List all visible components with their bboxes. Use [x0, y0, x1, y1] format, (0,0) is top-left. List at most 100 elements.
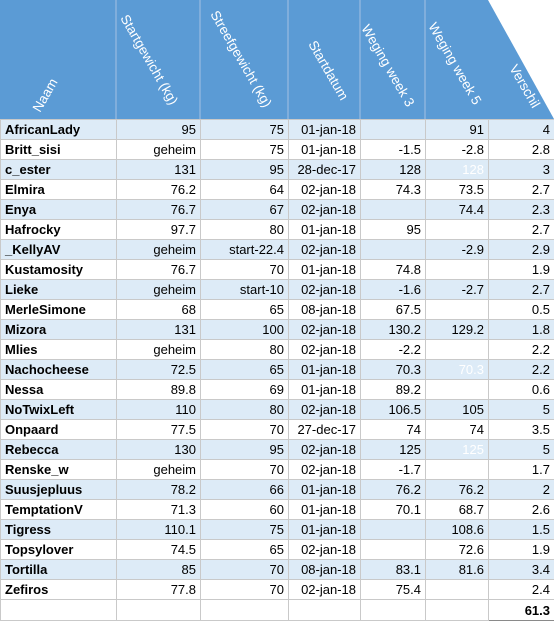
cell-streefgewicht[interactable]: 100 — [201, 320, 289, 340]
cell-weging-week-5[interactable] — [426, 300, 489, 320]
cell-startgewicht[interactable]: 110.1 — [117, 520, 201, 540]
cell-streefgewicht[interactable]: 65 — [201, 300, 289, 320]
cell-empty[interactable] — [426, 600, 489, 621]
cell-naam[interactable]: Suusjepluus — [1, 480, 117, 500]
cell-naam[interactable]: Kustamosity — [1, 260, 117, 280]
cell-startgewicht[interactable]: 68 — [117, 300, 201, 320]
cell-naam[interactable]: c_ester — [1, 160, 117, 180]
cell-verschil[interactable]: 1.9 — [489, 540, 554, 560]
cell-startgewicht[interactable]: geheim — [117, 340, 201, 360]
cell-weging-week-5[interactable] — [426, 220, 489, 240]
cell-verschil[interactable]: 1.7 — [489, 460, 554, 480]
cell-weging-week-5[interactable]: -2.8 — [426, 140, 489, 160]
cell-naam[interactable]: Renske_w — [1, 460, 117, 480]
cell-verschil[interactable]: 2.6 — [489, 500, 554, 520]
cell-verschil[interactable]: 0.6 — [489, 380, 554, 400]
cell-startdatum[interactable]: 01-jan-18 — [289, 480, 361, 500]
cell-startgewicht[interactable]: 131 — [117, 160, 201, 180]
cell-verschil[interactable]: 2.2 — [489, 360, 554, 380]
cell-verschil[interactable]: 5 — [489, 440, 554, 460]
cell-weging-week-3[interactable]: -1.7 — [361, 460, 426, 480]
cell-weging-week-3[interactable]: -1.5 — [361, 140, 426, 160]
cell-verschil[interactable]: 2.7 — [489, 280, 554, 300]
cell-streefgewicht[interactable]: start-22.4 — [201, 240, 289, 260]
cell-streefgewicht[interactable]: 75 — [201, 120, 289, 140]
cell-total-verschil[interactable]: 61.3 — [489, 600, 554, 621]
cell-weging-week-5[interactable]: 74.4 — [426, 200, 489, 220]
cell-weging-week-5[interactable]: 72.6 — [426, 540, 489, 560]
cell-startdatum[interactable]: 02-jan-18 — [289, 540, 361, 560]
cell-naam[interactable]: Elmira — [1, 180, 117, 200]
cell-startdatum[interactable]: 01-jan-18 — [289, 140, 361, 160]
cell-verschil[interactable]: 2.8 — [489, 140, 554, 160]
cell-verschil[interactable]: 4 — [489, 120, 554, 140]
cell-naam[interactable]: Mizora — [1, 320, 117, 340]
cell-weging-week-5[interactable] — [426, 380, 489, 400]
cell-weging-week-3[interactable]: 106.5 — [361, 400, 426, 420]
cell-weging-week-3[interactable] — [361, 540, 426, 560]
cell-startdatum[interactable]: 02-jan-18 — [289, 580, 361, 600]
cell-startdatum[interactable]: 28-dec-17 — [289, 160, 361, 180]
cell-weging-week-3[interactable]: 75.4 — [361, 580, 426, 600]
cell-startdatum[interactable]: 02-jan-18 — [289, 460, 361, 480]
cell-startdatum[interactable]: 01-jan-18 — [289, 520, 361, 540]
cell-streefgewicht[interactable]: 69 — [201, 380, 289, 400]
cell-verschil[interactable]: 1.8 — [489, 320, 554, 340]
cell-weging-week-5[interactable]: 91 — [426, 120, 489, 140]
cell-verschil[interactable]: 2.9 — [489, 240, 554, 260]
cell-weging-week-5[interactable]: 128 — [426, 160, 489, 180]
cell-startgewicht[interactable]: 95 — [117, 120, 201, 140]
cell-naam[interactable]: Onpaard — [1, 420, 117, 440]
cell-streefgewicht[interactable]: 67 — [201, 200, 289, 220]
cell-verschil[interactable]: 1.5 — [489, 520, 554, 540]
cell-streefgewicht[interactable]: 70 — [201, 460, 289, 480]
cell-naam[interactable]: MerleSimone — [1, 300, 117, 320]
cell-naam[interactable]: Hafrocky — [1, 220, 117, 240]
cell-naam[interactable]: Rebecca — [1, 440, 117, 460]
cell-naam[interactable]: Nachocheese — [1, 360, 117, 380]
cell-naam[interactable]: AfricanLady — [1, 120, 117, 140]
cell-weging-week-5[interactable]: 125 — [426, 440, 489, 460]
cell-streefgewicht[interactable]: 70 — [201, 260, 289, 280]
cell-startgewicht[interactable]: 89.8 — [117, 380, 201, 400]
cell-startdatum[interactable]: 02-jan-18 — [289, 400, 361, 420]
cell-streefgewicht[interactable]: 95 — [201, 160, 289, 180]
cell-weging-week-3[interactable]: 130.2 — [361, 320, 426, 340]
cell-streefgewicht[interactable]: 70 — [201, 420, 289, 440]
cell-weging-week-3[interactable]: 74.8 — [361, 260, 426, 280]
cell-empty[interactable] — [361, 600, 426, 621]
cell-naam[interactable]: Nessa — [1, 380, 117, 400]
cell-startdatum[interactable]: 27-dec-17 — [289, 420, 361, 440]
cell-startdatum[interactable]: 02-jan-18 — [289, 320, 361, 340]
cell-startdatum[interactable]: 01-jan-18 — [289, 260, 361, 280]
cell-startdatum[interactable]: 01-jan-18 — [289, 500, 361, 520]
cell-startdatum[interactable]: 08-jan-18 — [289, 560, 361, 580]
cell-verschil[interactable]: 2.7 — [489, 220, 554, 240]
cell-startgewicht[interactable]: 76.7 — [117, 200, 201, 220]
cell-startdatum[interactable]: 02-jan-18 — [289, 440, 361, 460]
cell-startdatum[interactable]: 02-jan-18 — [289, 200, 361, 220]
cell-verschil[interactable]: 2.4 — [489, 580, 554, 600]
cell-naam[interactable]: _KellyAV — [1, 240, 117, 260]
cell-startgewicht[interactable]: 78.2 — [117, 480, 201, 500]
cell-verschil[interactable]: 5 — [489, 400, 554, 420]
cell-empty[interactable] — [289, 600, 361, 621]
cell-weging-week-3[interactable]: 74 — [361, 420, 426, 440]
cell-weging-week-3[interactable] — [361, 240, 426, 260]
cell-naam[interactable]: Britt_sisi — [1, 140, 117, 160]
cell-naam[interactable]: Enya — [1, 200, 117, 220]
cell-naam[interactable]: Topsylover — [1, 540, 117, 560]
cell-naam[interactable]: Mlies — [1, 340, 117, 360]
cell-empty[interactable] — [117, 600, 201, 621]
cell-streefgewicht[interactable]: 80 — [201, 340, 289, 360]
cell-weging-week-3[interactable]: 89.2 — [361, 380, 426, 400]
cell-naam[interactable]: TemptationV — [1, 500, 117, 520]
cell-weging-week-3[interactable]: 67.5 — [361, 300, 426, 320]
cell-weging-week-5[interactable]: 70.3 — [426, 360, 489, 380]
cell-streefgewicht[interactable]: 70 — [201, 580, 289, 600]
cell-naam[interactable]: Tortilla — [1, 560, 117, 580]
cell-startgewicht[interactable]: 131 — [117, 320, 201, 340]
cell-streefgewicht[interactable]: 65 — [201, 540, 289, 560]
cell-weging-week-3[interactable] — [361, 120, 426, 140]
cell-startgewicht[interactable]: 130 — [117, 440, 201, 460]
